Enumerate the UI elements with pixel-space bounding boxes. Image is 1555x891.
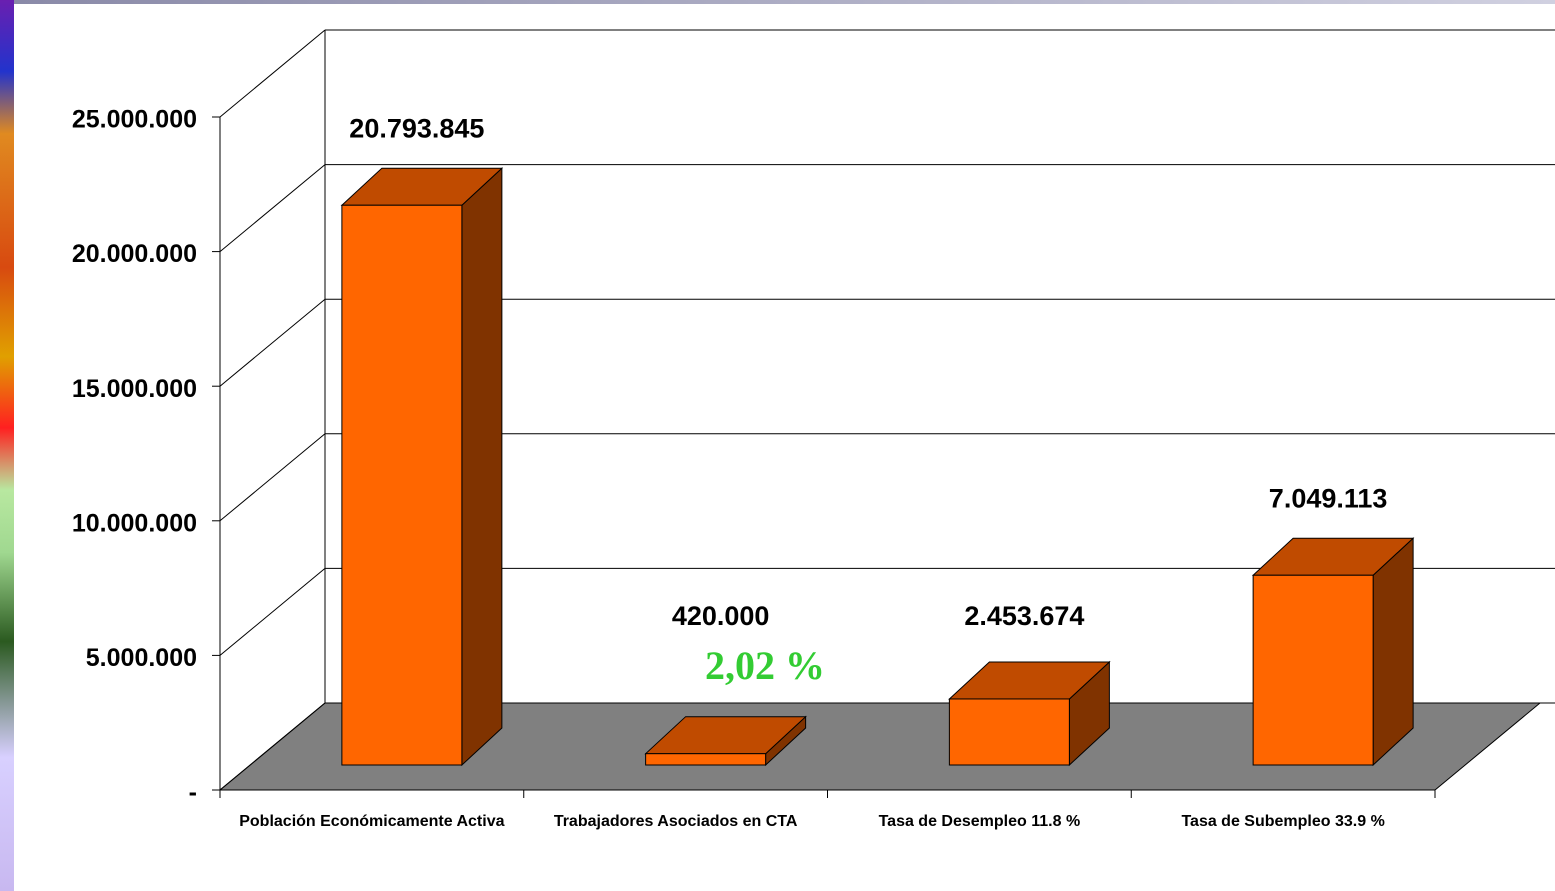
x-tick-label: Trabajadores Asociados en CTA bbox=[553, 813, 798, 830]
bar-side bbox=[1372, 537, 1414, 767]
bar bbox=[341, 204, 463, 766]
top-border bbox=[14, 0, 1555, 4]
grid-line bbox=[219, 568, 326, 656]
y-tick-label: 5.000.000 bbox=[86, 644, 197, 672]
x-tick-label: Población Económicamente Activa bbox=[239, 813, 505, 830]
value-label: 2.453.674 bbox=[964, 601, 1084, 631]
y-tick-label: 25.000.000 bbox=[72, 106, 197, 134]
grid-line bbox=[219, 164, 326, 252]
y-tick-label: 10.000.000 bbox=[72, 509, 197, 537]
value-label: 20.793.845 bbox=[349, 113, 484, 143]
bar-side bbox=[461, 167, 503, 767]
x-tick-label: Tasa de Subempleo 33.9 % bbox=[1181, 813, 1385, 830]
grid-line bbox=[219, 702, 326, 791]
grid-line bbox=[219, 29, 326, 118]
bar bbox=[1252, 574, 1374, 766]
y-tick-label: - bbox=[189, 779, 197, 807]
grid-line bbox=[219, 433, 326, 522]
value-label: 420.000 bbox=[672, 601, 770, 631]
annotation: 2,02 % bbox=[705, 643, 825, 688]
value-label: 7.049.113 bbox=[1269, 483, 1388, 513]
y-tick-label: 20.000.000 bbox=[72, 240, 197, 268]
background-decoration bbox=[0, 0, 14, 891]
y-tick-label: 15.000.000 bbox=[72, 375, 197, 403]
grid-line bbox=[219, 298, 326, 387]
x-tick-label: Tasa de Desempleo 11.8 % bbox=[878, 813, 1081, 830]
bar bbox=[645, 753, 767, 766]
bar bbox=[948, 698, 1070, 766]
